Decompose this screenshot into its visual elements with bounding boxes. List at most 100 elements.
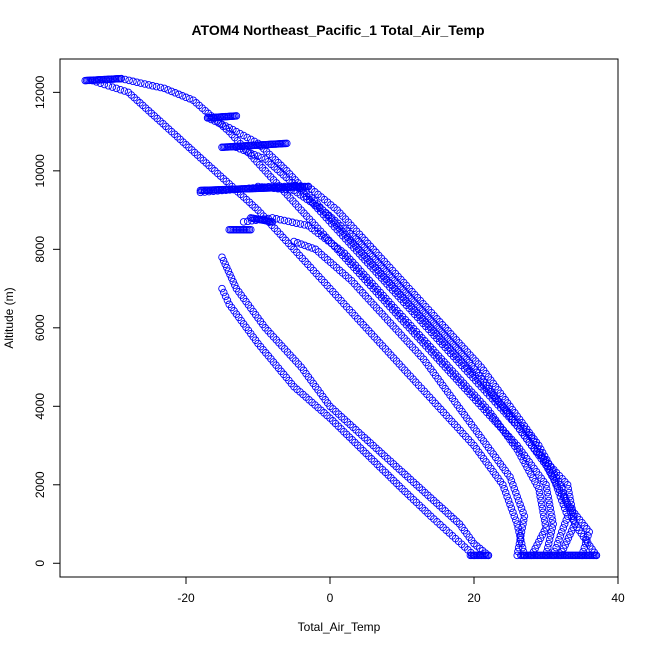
data-point: [342, 430, 351, 439]
data-point: [421, 506, 429, 515]
data-point: [171, 89, 179, 97]
data-point: [398, 484, 406, 493]
data-point: [519, 508, 527, 517]
data-point: [160, 84, 169, 93]
data-point: [378, 449, 386, 458]
data-point: [519, 520, 527, 528]
data-point: [529, 474, 537, 482]
data-point: [563, 537, 571, 546]
data-point: [518, 524, 526, 532]
data-point: [549, 520, 557, 528]
data-point: [537, 500, 546, 509]
data-point: [367, 455, 376, 463]
data-point: [283, 139, 291, 148]
data-point: [563, 512, 572, 520]
data-point: [565, 488, 573, 497]
data-point: [543, 488, 552, 497]
data-point: [548, 512, 556, 520]
data-point: [395, 482, 403, 490]
data-point: [148, 82, 157, 90]
data-point: [548, 516, 557, 524]
data-point: [566, 496, 575, 505]
data-points: [81, 74, 601, 560]
data-point: [116, 85, 125, 94]
data-point: [520, 512, 529, 520]
data-point: [221, 260, 229, 268]
data-point: [566, 530, 574, 539]
data-point: [232, 112, 241, 120]
data-point: [239, 131, 248, 140]
data-point: [290, 237, 298, 246]
data-point: [519, 516, 528, 524]
y-tick-label: 8000: [33, 236, 47, 263]
data-point: [247, 149, 255, 157]
data-point: [531, 477, 539, 486]
y-tick-label: 6000: [33, 314, 47, 341]
data-point: [167, 87, 176, 96]
data-point: [516, 500, 524, 509]
data-point: [137, 79, 145, 87]
data-point: [504, 496, 513, 505]
data-point: [248, 201, 256, 209]
data-point: [392, 462, 400, 471]
x-axis-label: Total_Air_Temp: [298, 620, 381, 634]
data-point: [219, 256, 228, 265]
data-point: [387, 474, 395, 482]
y-axis-label: Altitude (m): [2, 287, 16, 348]
data-point: [239, 218, 248, 226]
data-point: [567, 527, 576, 535]
data-point: [571, 520, 579, 528]
data-point: [178, 92, 187, 100]
data-point: [223, 296, 232, 305]
data-point: [484, 551, 493, 560]
data-point: [506, 500, 514, 509]
data-point: [544, 539, 553, 548]
data-point: [297, 240, 305, 248]
data-point: [359, 446, 367, 455]
data-point: [125, 76, 133, 85]
data-point: [516, 535, 524, 544]
data-point: [537, 451, 546, 460]
data-point: [556, 532, 565, 540]
data-point: [129, 77, 137, 86]
data-point: [308, 244, 316, 252]
data-point: [540, 527, 548, 536]
data-point: [247, 225, 255, 234]
data-point: [232, 127, 241, 136]
y-tick-label: 12000: [33, 75, 47, 109]
data-point: [545, 496, 553, 505]
data-point: [378, 465, 387, 474]
data-point: [362, 449, 370, 458]
data-point: [529, 437, 538, 446]
data-point: [536, 492, 544, 501]
data-point: [544, 543, 552, 552]
data-point: [133, 78, 141, 86]
data-point: [556, 492, 565, 501]
x-tick-label: -20: [177, 591, 195, 605]
data-point: [218, 253, 226, 261]
data-point: [450, 515, 458, 523]
data-point: [584, 532, 592, 540]
data-point: [513, 520, 521, 528]
data-point: [512, 516, 520, 524]
data-point: [117, 74, 125, 83]
plot-frame: [59, 58, 619, 578]
data-point: [435, 501, 444, 510]
data-point: [104, 82, 113, 90]
data-point: [547, 508, 555, 517]
data-point: [570, 516, 578, 524]
data-point: [331, 419, 340, 428]
x-tick-label: 0: [327, 591, 334, 605]
data-point: [514, 543, 523, 552]
data-point: [276, 215, 285, 224]
data-point: [507, 504, 516, 513]
data-point: [301, 241, 309, 250]
data-point: [182, 93, 190, 102]
data-point: [370, 457, 379, 466]
data-point: [568, 504, 576, 513]
data-point: [133, 96, 141, 104]
data-point: [533, 444, 542, 453]
y-tick-label: 4000: [33, 393, 47, 420]
data-point: [406, 493, 415, 501]
data-point: [517, 452, 525, 461]
